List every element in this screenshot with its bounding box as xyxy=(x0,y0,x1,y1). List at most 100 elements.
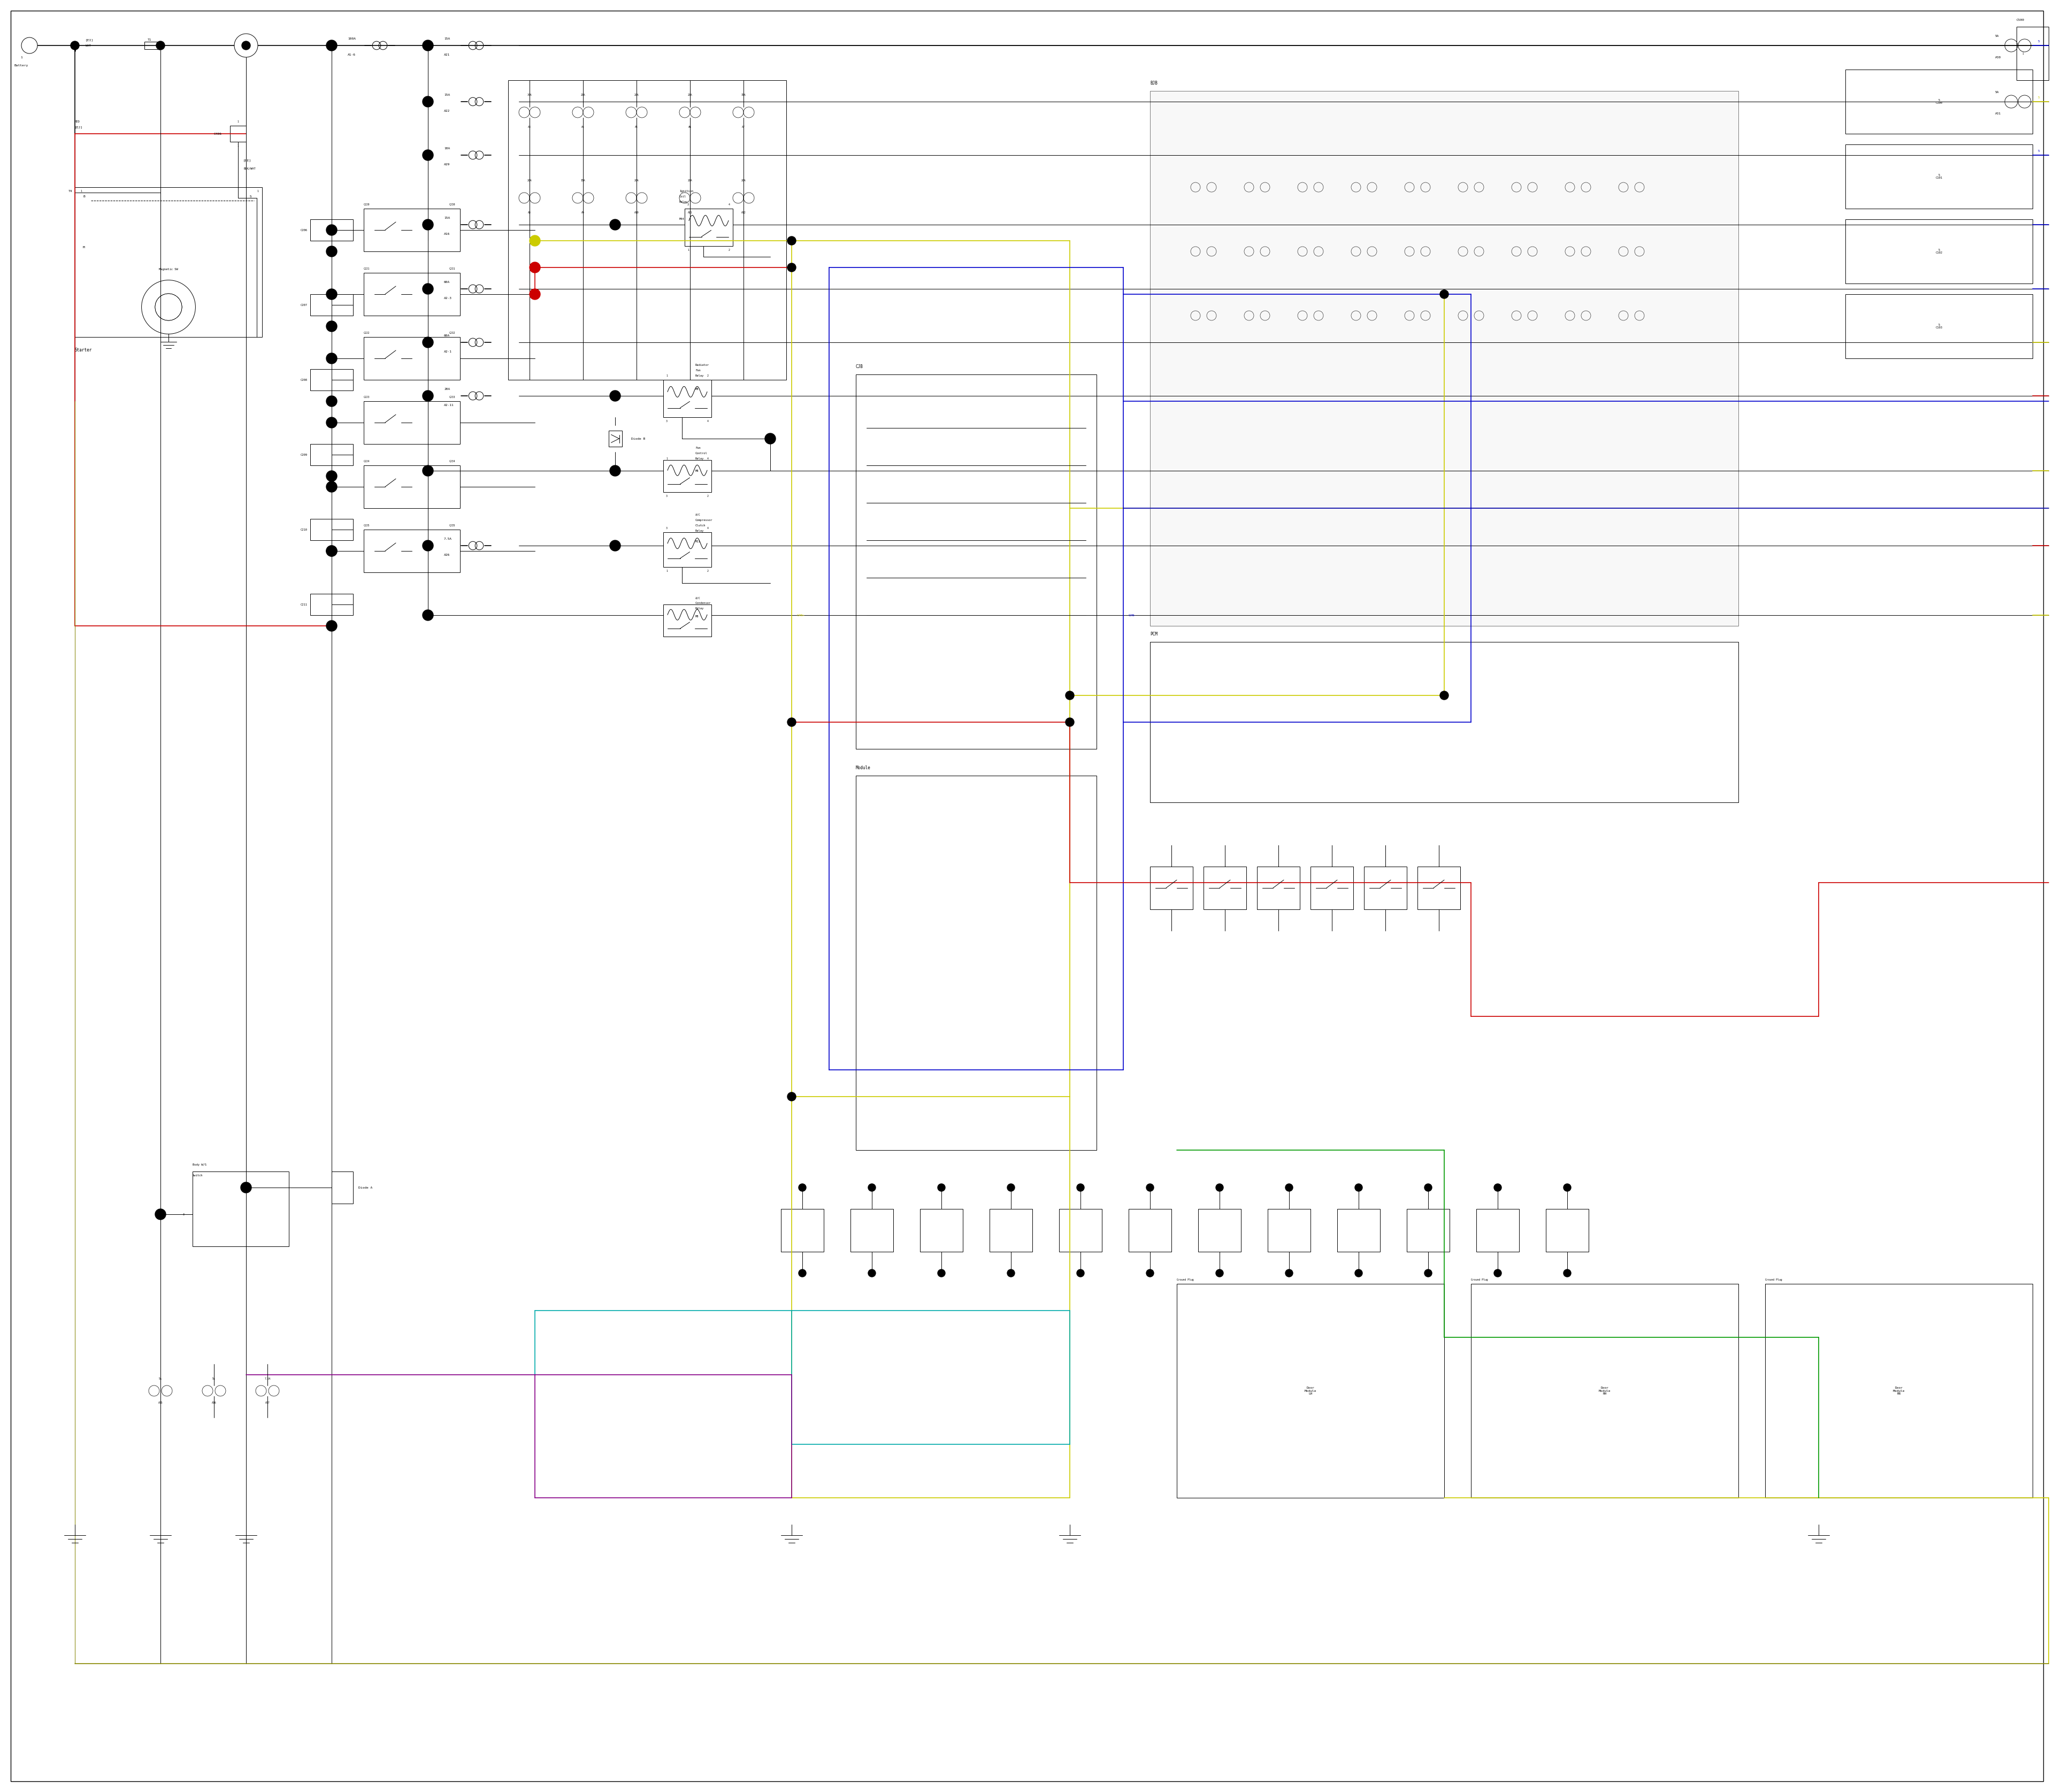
Circle shape xyxy=(610,220,620,229)
Circle shape xyxy=(327,246,337,256)
Circle shape xyxy=(869,1185,875,1192)
Text: Relay: Relay xyxy=(680,201,688,202)
Bar xyxy=(507,81,787,380)
Circle shape xyxy=(327,545,337,556)
Bar xyxy=(850,1210,893,1253)
Text: Door
Module
RH: Door Module RH xyxy=(1598,1387,1610,1396)
Text: A35: A35 xyxy=(158,1401,162,1405)
Circle shape xyxy=(610,219,620,229)
Bar xyxy=(857,375,1097,749)
Circle shape xyxy=(327,545,337,556)
Text: M11: M11 xyxy=(696,539,700,543)
Text: A22: A22 xyxy=(444,109,450,113)
Text: C208: C208 xyxy=(300,378,308,382)
Bar xyxy=(990,1210,1033,1253)
Text: Fan: Fan xyxy=(696,446,700,450)
Text: C209: C209 xyxy=(300,453,308,455)
Text: C235: C235 xyxy=(450,525,456,527)
Circle shape xyxy=(234,34,259,57)
Circle shape xyxy=(327,396,337,407)
Text: CAN+: CAN+ xyxy=(797,615,805,616)
Bar xyxy=(857,776,1097,1150)
Text: A/C: A/C xyxy=(696,514,700,516)
Text: 5A: 5A xyxy=(1994,34,1999,38)
Bar xyxy=(663,532,711,566)
Circle shape xyxy=(1356,1269,1362,1278)
Circle shape xyxy=(1286,1185,1292,1192)
Bar xyxy=(310,444,353,466)
Text: 15A: 15A xyxy=(444,93,450,97)
Circle shape xyxy=(423,609,433,620)
Circle shape xyxy=(1076,1185,1085,1192)
Text: 7.5A: 7.5A xyxy=(444,538,452,539)
Text: 15A: 15A xyxy=(444,38,450,39)
Circle shape xyxy=(1563,1269,1571,1278)
Text: A37: A37 xyxy=(265,1401,269,1405)
Text: A2-1: A2-1 xyxy=(444,351,452,353)
Text: CJB: CJB xyxy=(857,364,863,369)
Bar xyxy=(364,530,460,572)
Bar xyxy=(663,604,711,636)
Text: 20A: 20A xyxy=(741,179,746,181)
Bar xyxy=(1417,867,1460,909)
Text: A/C: A/C xyxy=(696,597,700,599)
Bar xyxy=(1204,867,1247,909)
Text: 15A: 15A xyxy=(741,93,746,97)
Circle shape xyxy=(1216,1269,1224,1278)
Bar xyxy=(364,401,460,444)
Text: 60A: 60A xyxy=(444,335,450,337)
Circle shape xyxy=(1066,692,1074,699)
Text: Coil: Coil xyxy=(680,195,686,197)
Bar xyxy=(230,125,246,142)
Text: CAN-: CAN- xyxy=(1128,615,1136,616)
Bar xyxy=(1407,1210,1450,1253)
Text: Relay: Relay xyxy=(696,457,705,461)
Circle shape xyxy=(423,283,433,294)
Text: C406: C406 xyxy=(214,133,222,134)
Bar xyxy=(1177,1283,1444,1498)
Text: A2-11: A2-11 xyxy=(444,403,454,407)
Text: 20A: 20A xyxy=(635,179,639,181)
Text: 20A: 20A xyxy=(688,179,692,181)
Circle shape xyxy=(423,220,431,229)
Text: 20A: 20A xyxy=(635,93,639,97)
Circle shape xyxy=(1493,1269,1501,1278)
Circle shape xyxy=(939,1185,945,1192)
Circle shape xyxy=(1493,1185,1501,1192)
Circle shape xyxy=(764,434,776,444)
Text: 20A: 20A xyxy=(444,387,450,391)
Text: A6: A6 xyxy=(688,125,692,129)
Circle shape xyxy=(1440,692,1448,699)
Text: A36: A36 xyxy=(212,1401,216,1405)
Bar xyxy=(1150,91,1738,625)
Bar xyxy=(1844,219,2033,283)
Bar xyxy=(193,1172,290,1247)
Bar xyxy=(310,520,353,539)
Text: 15A: 15A xyxy=(444,217,450,219)
Text: WHT: WHT xyxy=(86,45,90,47)
Bar xyxy=(663,380,711,418)
Circle shape xyxy=(1423,1185,1432,1192)
Circle shape xyxy=(1006,1269,1015,1278)
Text: Relay: Relay xyxy=(696,375,705,376)
Bar xyxy=(1844,70,2033,134)
Circle shape xyxy=(939,1269,945,1278)
Text: C223: C223 xyxy=(364,396,370,398)
Circle shape xyxy=(1146,1185,1154,1192)
Bar xyxy=(310,593,353,615)
Bar xyxy=(310,219,353,240)
Text: Fan: Fan xyxy=(696,369,700,371)
Circle shape xyxy=(1356,1185,1362,1192)
Circle shape xyxy=(787,263,797,272)
Text: 30A: 30A xyxy=(528,93,532,97)
Text: Radiator: Radiator xyxy=(696,364,709,366)
Bar xyxy=(1844,145,2033,208)
Circle shape xyxy=(766,434,774,443)
Circle shape xyxy=(156,1210,166,1220)
Text: 100A: 100A xyxy=(347,38,355,39)
Text: Battery: Battery xyxy=(14,65,29,66)
Text: C225: C225 xyxy=(364,525,370,527)
Circle shape xyxy=(327,418,337,428)
Bar xyxy=(1547,1210,1588,1253)
Circle shape xyxy=(530,289,540,299)
